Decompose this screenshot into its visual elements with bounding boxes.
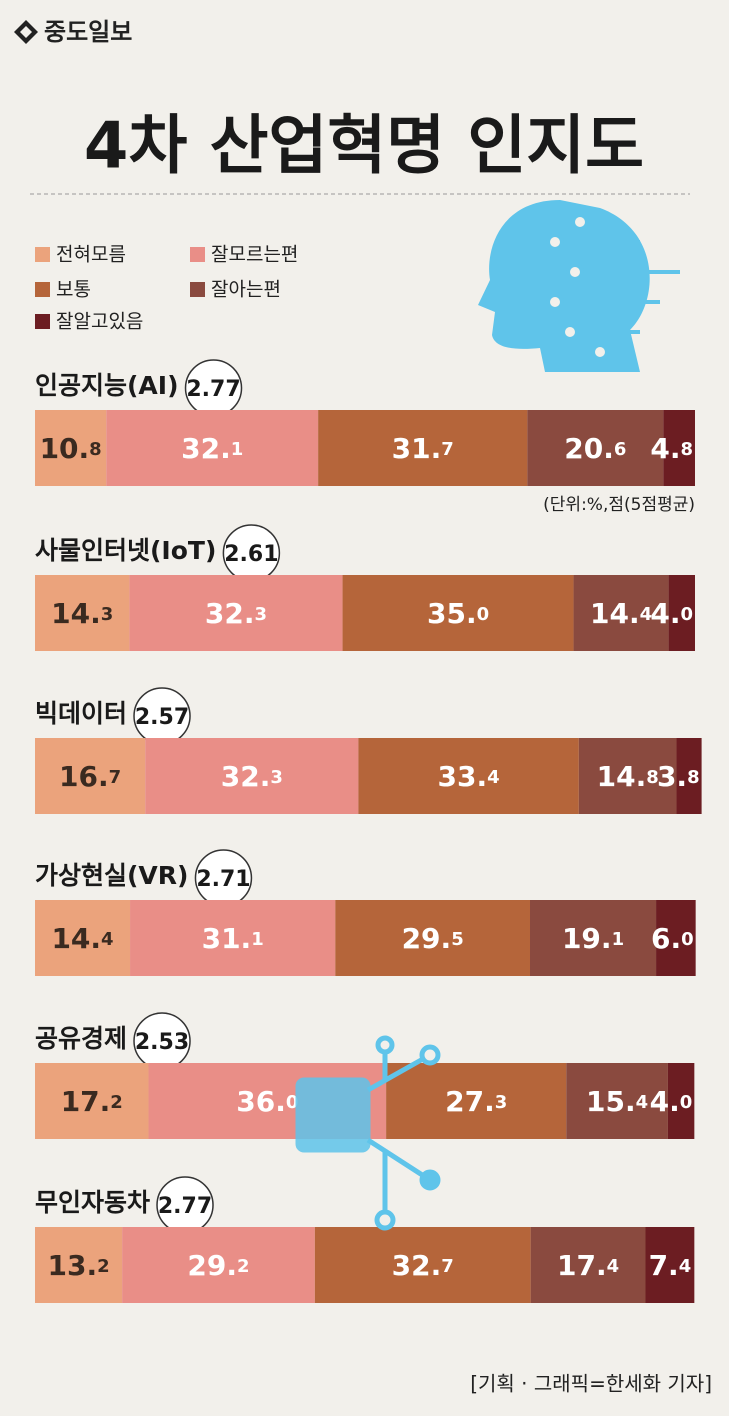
legend-label: 잘알고있음 <box>56 311 143 333</box>
bar-segment <box>335 900 530 976</box>
bar-segment <box>35 1227 123 1303</box>
category-label: 사물인터넷(IoT) <box>35 536 216 565</box>
chip-body <box>295 1077 371 1153</box>
value-label: 6.0 <box>651 922 694 955</box>
bar-segment <box>527 410 664 486</box>
circuit-nodes <box>546 213 609 361</box>
head-shape <box>478 200 650 372</box>
value-label: 19.1 <box>562 922 624 955</box>
bar-segment <box>314 1227 531 1303</box>
value-label: 14.4 <box>590 597 652 630</box>
value-label: 35.0 <box>427 597 489 630</box>
bar-segment <box>35 1063 149 1139</box>
bar-segment <box>667 1063 695 1139</box>
value-label: 29.5 <box>402 922 464 955</box>
value-label: 4.8 <box>650 432 693 465</box>
value-label: 13.2 <box>47 1249 109 1282</box>
value-label: 3.8 <box>657 760 700 793</box>
category-label: 인공지능(AI) <box>35 371 179 400</box>
bar-segment <box>35 410 107 486</box>
category-label: 무인자동차 <box>35 1188 150 1217</box>
value-label: 14.4 <box>51 922 113 955</box>
bar-segment <box>122 1227 315 1303</box>
chip-node <box>374 1209 396 1231</box>
value-label: 15.4 <box>586 1085 648 1118</box>
value-label: 7.4 <box>649 1249 692 1282</box>
value-label: 14.8 <box>597 760 659 793</box>
head-illustration <box>478 200 680 372</box>
score-label: 2.77 <box>186 377 240 402</box>
value-label: 33.4 <box>438 760 500 793</box>
chip-node <box>419 1169 441 1191</box>
bar-segment <box>573 575 669 651</box>
score-label: 2.57 <box>135 705 189 730</box>
legend-label: 잘아는편 <box>211 279 281 301</box>
value-label: 31.7 <box>392 432 454 465</box>
bar-segment <box>35 900 131 976</box>
bar-segment <box>106 410 319 486</box>
score-label: 2.53 <box>135 1030 189 1055</box>
bar-segment <box>663 410 695 486</box>
value-label: 17.4 <box>557 1249 619 1282</box>
logo: 중도일보 <box>14 18 132 46</box>
value-label: 36.0 <box>236 1085 298 1118</box>
chip-illustration <box>295 1035 441 1231</box>
value-label: 32.1 <box>181 432 243 465</box>
credit: [기획 · 그래픽=한세화 기자] <box>470 1372 712 1396</box>
legend-swatch <box>35 247 50 262</box>
bar-segment <box>386 1063 567 1139</box>
value-label: 27.3 <box>445 1085 507 1118</box>
bar-segment <box>35 575 130 651</box>
legend-swatch <box>35 282 50 297</box>
bar-segment <box>35 738 146 814</box>
legend-label: 전혀모름 <box>56 244 126 266</box>
bar-segment <box>566 1063 668 1139</box>
bar-segment <box>530 900 657 976</box>
value-label: 20.6 <box>564 432 626 465</box>
value-label: 14.3 <box>51 597 113 630</box>
bar-segment <box>130 900 336 976</box>
bar-segment <box>129 575 343 651</box>
bar-segment <box>342 575 574 651</box>
category-label: 빅데이터 <box>35 699 127 728</box>
score-label: 2.61 <box>224 542 278 567</box>
category-label: 공유경제 <box>35 1024 127 1053</box>
category-label: 가상현실(VR) <box>35 861 188 890</box>
value-label: 32.3 <box>221 760 283 793</box>
logo-text: 중도일보 <box>44 18 132 46</box>
bar-segment <box>318 410 528 486</box>
value-label: 31.1 <box>202 922 264 955</box>
bar-segment <box>676 738 702 814</box>
chip-node <box>375 1035 395 1055</box>
legend-label: 잘모르는편 <box>211 244 298 266</box>
bar-segment <box>145 738 359 814</box>
chip-wire <box>366 1137 432 1183</box>
chart-title: 4차 산업혁명 인지도 <box>84 110 644 184</box>
score-label: 2.77 <box>158 1194 212 1219</box>
value-label: 4.0 <box>650 597 693 630</box>
value-label: 32.3 <box>205 597 267 630</box>
bar-segment <box>668 575 695 651</box>
value-label: 17.2 <box>61 1085 123 1118</box>
legend-swatch <box>190 282 205 297</box>
bar-segment <box>656 900 696 976</box>
value-label: 16.7 <box>59 760 121 793</box>
score-label: 2.71 <box>196 867 250 892</box>
bar-segment <box>358 738 579 814</box>
bar-segment <box>578 738 677 814</box>
legend-label: 보통 <box>56 279 91 301</box>
value-label: 29.2 <box>187 1249 249 1282</box>
legend-swatch <box>35 314 50 329</box>
unit-note: (단위:%,점(5점평균) <box>543 495 695 515</box>
legend-swatch <box>190 247 205 262</box>
bar-segment <box>645 1227 695 1303</box>
value-label: 10.8 <box>40 432 102 465</box>
chip-wire <box>366 1052 432 1093</box>
logo-mark-inner <box>20 26 32 38</box>
bar-segment <box>530 1227 646 1303</box>
value-label: 4.0 <box>650 1085 693 1118</box>
chip-node <box>419 1044 441 1066</box>
value-label: 32.7 <box>392 1249 454 1282</box>
